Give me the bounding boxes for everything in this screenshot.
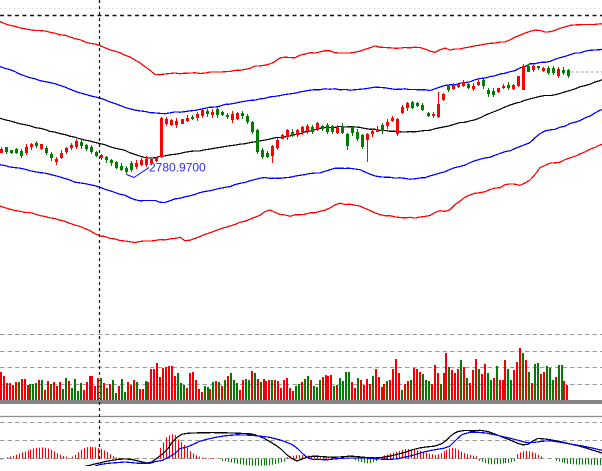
svg-text:2780.9700: 2780.9700 — [149, 161, 206, 175]
